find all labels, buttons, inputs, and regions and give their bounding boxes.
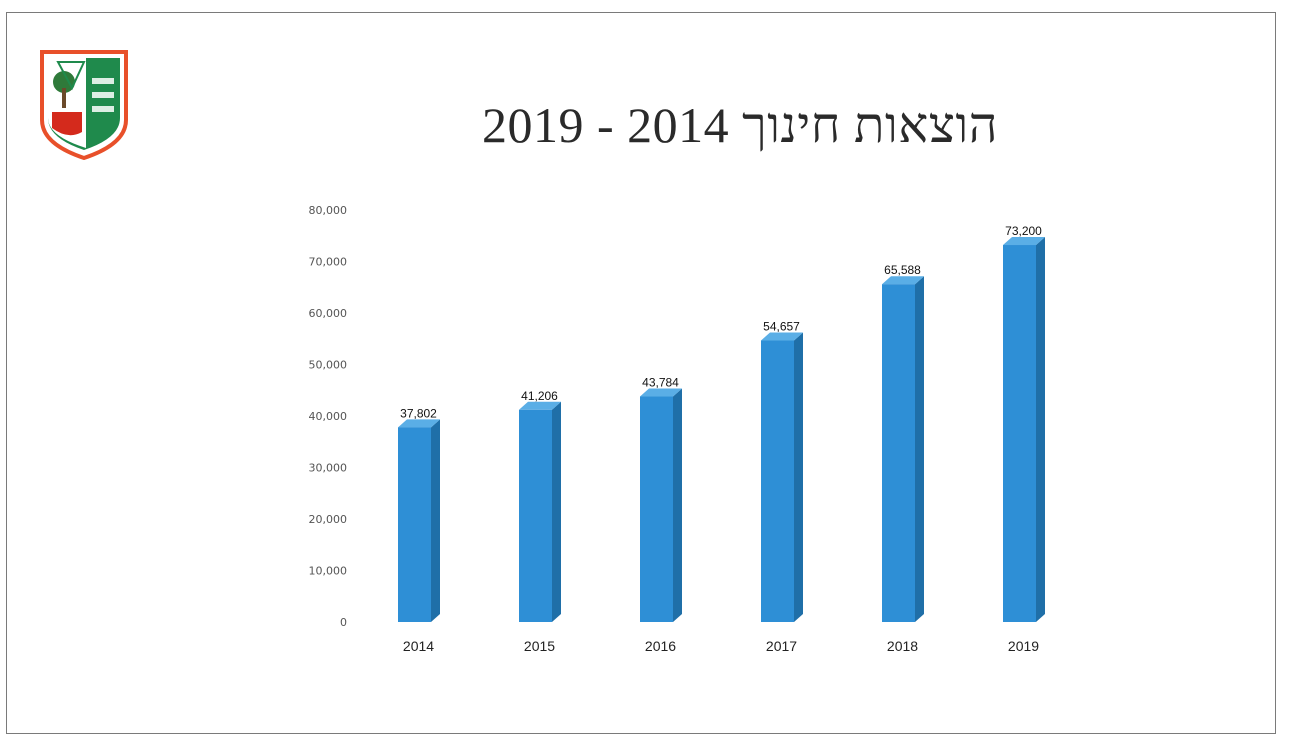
data-label: 41,206 <box>521 389 558 403</box>
y-tick-label: 40,000 <box>309 410 348 423</box>
data-label: 73,200 <box>1005 224 1042 238</box>
y-tick-label: 60,000 <box>309 307 348 320</box>
bar <box>761 332 803 622</box>
municipal-emblem-icon <box>40 50 128 160</box>
bar-front <box>640 396 673 622</box>
bar-top <box>761 332 803 341</box>
data-label: 65,588 <box>884 263 921 277</box>
data-label: 37,802 <box>400 406 437 420</box>
bar-top <box>398 419 440 428</box>
bar-front <box>1003 245 1036 622</box>
bar-side <box>1036 237 1045 622</box>
bar <box>882 276 924 622</box>
bar-side <box>673 388 682 622</box>
bar-top <box>882 276 924 285</box>
x-category-label: 2017 <box>766 638 797 654</box>
y-tick-label: 30,000 <box>309 462 348 475</box>
y-tick-label: 70,000 <box>309 256 348 269</box>
x-category-label: 2014 <box>403 638 434 654</box>
bar-front <box>761 340 794 622</box>
y-tick-label: 50,000 <box>309 359 348 372</box>
x-category-label: 2019 <box>1008 638 1039 654</box>
bar-side <box>552 401 561 622</box>
bar-top <box>640 388 682 397</box>
x-category-label: 2016 <box>645 638 676 654</box>
x-category-label: 2018 <box>887 638 918 654</box>
bar-top <box>519 401 561 410</box>
data-label: 54,657 <box>763 320 800 334</box>
y-tick-label: 20,000 <box>309 513 348 526</box>
bar-front <box>398 427 431 622</box>
x-category-label: 2015 <box>524 638 555 654</box>
bar-side <box>431 419 440 622</box>
y-tick-label: 10,000 <box>309 565 348 578</box>
page-title: הוצאות חינוך 2014 - 2019 <box>481 97 998 153</box>
bar-front <box>519 409 552 622</box>
bar-side <box>915 276 924 622</box>
bar-side <box>794 332 803 622</box>
bar <box>640 388 682 622</box>
y-tick-label: 0 <box>340 616 347 629</box>
bar-front <box>882 284 915 622</box>
bar-top <box>1003 237 1045 246</box>
bar <box>398 419 440 622</box>
y-tick-label: 80,000 <box>309 204 348 217</box>
data-label: 43,784 <box>642 376 679 390</box>
bar <box>1003 237 1045 622</box>
bar <box>519 401 561 622</box>
